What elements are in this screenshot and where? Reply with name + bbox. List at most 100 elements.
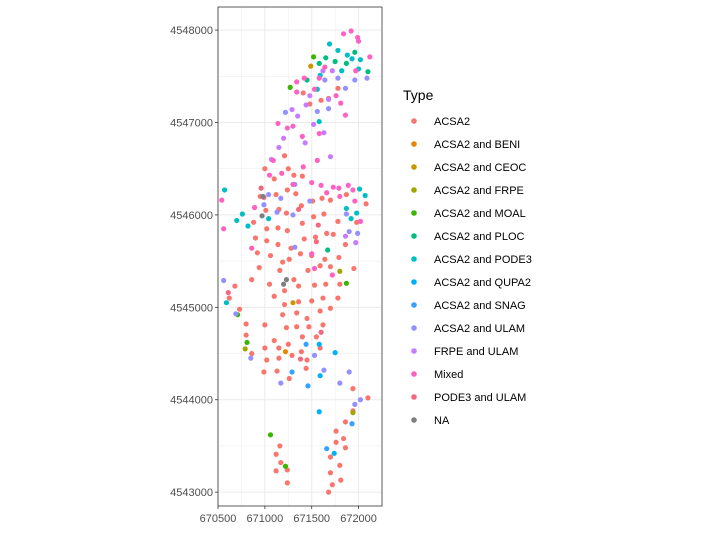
data-point — [273, 191, 279, 198]
legend-label: ACSA2 and PODE3 — [434, 254, 532, 266]
data-point — [244, 339, 250, 346]
data-point — [317, 373, 323, 379]
data-point — [249, 350, 255, 357]
data-point — [226, 295, 232, 301]
legend-label: FRPE and ULAM — [434, 346, 518, 358]
data-point — [311, 265, 318, 272]
data-point — [344, 52, 350, 58]
data-point — [313, 239, 319, 245]
data-point — [351, 265, 357, 272]
series-group — [242, 268, 356, 416]
data-point — [317, 263, 323, 269]
data-point — [306, 324, 312, 330]
data-point — [275, 241, 281, 248]
data-point — [356, 186, 363, 192]
data-point — [352, 198, 358, 204]
data-point — [223, 300, 230, 306]
data-point — [262, 345, 268, 351]
x-tick-label: 670500 — [200, 513, 237, 525]
data-point — [277, 267, 283, 273]
data-point — [279, 170, 285, 176]
data-point — [299, 173, 305, 179]
data-point — [252, 235, 259, 241]
data-point — [333, 428, 339, 434]
data-point — [352, 401, 358, 407]
data-point — [278, 459, 284, 466]
data-point — [275, 225, 281, 231]
data-point — [311, 352, 318, 358]
data-point — [315, 222, 321, 228]
data-point — [322, 64, 328, 70]
data-point — [258, 185, 264, 191]
data-point — [221, 226, 227, 232]
data-point — [316, 60, 322, 66]
data-point — [264, 238, 270, 244]
data-point — [274, 368, 280, 374]
data-point — [350, 386, 356, 392]
data-point — [339, 68, 345, 74]
data-point — [276, 355, 282, 361]
data-point — [281, 301, 288, 308]
data-point — [295, 283, 302, 289]
data-point — [323, 281, 329, 287]
data-point — [262, 322, 268, 328]
data-point — [317, 308, 323, 314]
legend-key — [411, 187, 417, 193]
data-point — [302, 140, 308, 146]
data-point — [256, 264, 262, 271]
legend-key — [411, 302, 417, 308]
data-point — [365, 69, 371, 75]
data-point — [338, 100, 344, 106]
plot-panel — [218, 7, 382, 506]
data-point — [286, 375, 292, 382]
data-point — [336, 254, 342, 261]
data-point — [313, 334, 319, 340]
data-point — [271, 293, 277, 299]
data-point — [357, 57, 364, 63]
data-point — [299, 133, 305, 139]
data-point — [281, 153, 288, 159]
data-point — [221, 277, 227, 284]
data-point — [292, 244, 298, 250]
data-point — [342, 112, 349, 118]
data-point — [283, 325, 290, 331]
data-point — [295, 113, 301, 119]
data-point — [329, 68, 335, 74]
data-point — [301, 75, 307, 81]
data-point — [316, 341, 322, 347]
data-point — [291, 277, 297, 283]
data-point — [342, 445, 349, 451]
data-point — [243, 321, 249, 327]
data-point — [284, 187, 290, 193]
data-point — [330, 184, 336, 190]
data-point — [294, 79, 300, 85]
data-point — [310, 54, 317, 60]
data-point — [305, 383, 311, 389]
data-point — [318, 329, 324, 335]
data-point — [293, 191, 299, 197]
legend-key — [411, 371, 417, 377]
data-point — [266, 172, 273, 178]
data-point — [350, 187, 356, 193]
legend-label: ACSA2 and ULAM — [434, 323, 525, 335]
data-point — [340, 435, 347, 442]
data-point — [336, 185, 342, 191]
legend-key — [411, 417, 417, 423]
data-point — [234, 217, 240, 224]
data-point — [280, 312, 286, 318]
data-point — [294, 310, 300, 316]
data-point — [284, 228, 290, 234]
data-point — [311, 86, 318, 92]
data-point — [355, 230, 361, 236]
data-point — [274, 209, 280, 215]
data-point — [236, 306, 243, 312]
data-point — [219, 197, 225, 203]
data-point — [309, 179, 315, 186]
data-point — [367, 54, 373, 60]
data-point — [345, 182, 351, 188]
data-point — [270, 157, 276, 163]
data-point — [333, 93, 339, 99]
data-point — [320, 295, 326, 301]
data-point — [352, 77, 358, 83]
data-point — [365, 395, 371, 401]
